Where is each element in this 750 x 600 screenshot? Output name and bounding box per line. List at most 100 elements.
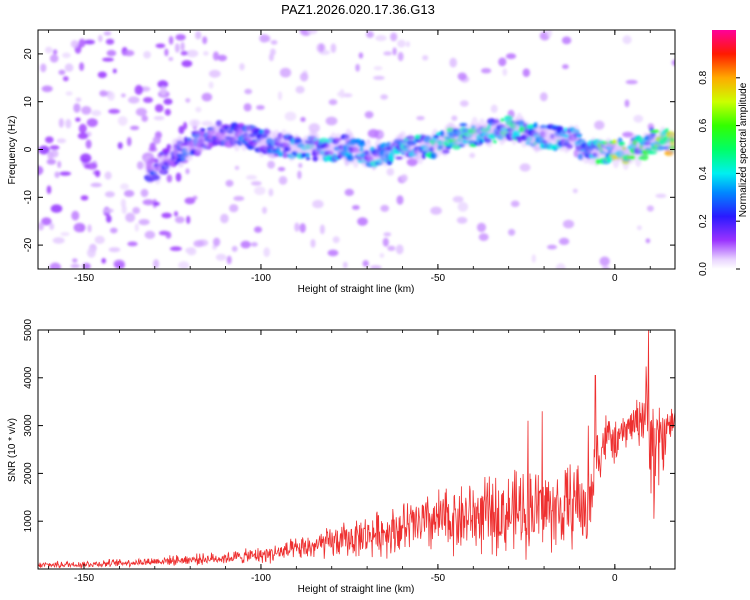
spectrogram-noise-cell [103,31,112,36]
spectrogram-noise-cell [422,55,429,61]
spectrogram-noise-cell [294,222,300,232]
spectrogram-noise-cell [231,245,238,252]
spectrogram-noise-cell [70,40,79,49]
colorbar-tick-label: 0.0 [698,262,709,276]
spectrogram-noise-cell [459,100,469,107]
spectrogram-noise-cell [226,255,232,265]
spectrogram-noise-cell [65,91,73,96]
snr-axes: -150 -100 -50 0 1000 2000 3000 4000 5000 [23,318,675,584]
spectrogram-noise-cell [153,259,160,269]
spectrogram-noise-cell [430,206,442,215]
y-tick-label: -20 [23,237,34,252]
spectrogram-noise-cell [508,228,516,236]
spectrogram-noise-cell [73,103,81,113]
spectrogram-noise-cell [110,227,118,234]
spectrogram-noise-cell [220,213,229,224]
spectrogram-noise-cell [149,142,156,151]
spectrogram-noise-cell [157,80,169,89]
spectrogram-noise-cell [180,50,188,56]
spectrogram-noise-cell [107,91,115,101]
spectrogram-noise-cell [49,262,61,269]
spectrogram-noise-cell [59,171,72,176]
spectrogram-noise-cell [75,97,82,103]
spectrogram-noise-cell [519,163,531,172]
spectrogram-noise-cell [62,76,69,82]
spectrogram-noise-cell [195,31,202,40]
y-tick-label: 3000 [23,414,34,437]
spectrogram-noise-cell [319,224,325,235]
spectrogram-noise-cell [267,160,275,169]
spectrogram-noise-cell [633,114,644,123]
spectrogram-noise-cell [106,49,117,57]
spectrogram-ridge-cell [532,122,538,129]
spectrogram-noise-cell [451,115,458,121]
spectrogram-noise-cell [86,118,98,127]
spectrogram-noise-cell [625,79,638,85]
spectrogram-noise-cell [476,222,487,233]
spectrogram-noise-cell [546,30,552,38]
snr-x-axis-label: Height of straight line (km) [298,584,415,595]
spectrogram-noise-cell [127,241,138,247]
spectrogram-noise-cell [531,254,536,263]
spectrogram-noise-cell [175,34,186,41]
spectrogram-noise-cell [572,188,578,194]
spectrogram-noise-cell [144,230,156,239]
spectrogram-ridge-cell [492,139,497,144]
spectrogram-noise-cell [64,63,74,72]
spectrogram-noise-cell [213,237,221,247]
spectrogram-noise-cell [380,204,390,212]
spectrogram-noise-cell [369,265,382,269]
spectrogram-noise-cell [70,263,80,269]
spectrogram-noise-cell [85,139,92,149]
spectrogram-ridge-cell [395,156,403,160]
spectrogram-noise-cell [174,216,185,224]
spectrogram-noise-cell [143,51,152,59]
spectrogram-noise-cell [80,195,89,201]
spectrogram-noise-cell [397,39,406,48]
spectrogram-noise-cell [562,64,569,70]
spectrogram-noise-cell [101,258,106,264]
spectrogram-noise-cell [225,179,234,187]
spectrogram-noise-cell [243,103,252,112]
colorbar-label: Normalized spectral amplitude [738,82,749,217]
spectrogram-noise-cell [49,54,59,63]
spectrogram-noise-cell [240,240,251,249]
spectrogram-noise-cell [186,215,191,224]
spectrogram-noise-cell [80,153,92,163]
spectrogram-halo-cell [668,131,675,154]
spectrogram-noise-cell [601,266,610,269]
spectrogram-noise-cell [203,51,209,56]
spectrogram-noise-cell [195,106,202,113]
spectrogram-noise-cell [498,57,507,67]
spectrogram-noise-cell [300,117,306,122]
spectrogram-noise-cell [104,171,112,180]
spectrogram-noise-cell [364,111,374,119]
spectrogram-noise-cell [185,98,191,103]
spectrogram-noise-cell [49,145,60,151]
spectrogram-ridge-cell [629,155,636,160]
spectrogram-noise-cell [123,190,135,197]
spectrogram-noise-cell [342,93,353,98]
spectrogram-noise-cell [263,247,271,258]
colorbar: 0.0 0.2 0.4 0.6 0.8 Normalized spectral ampl… [698,30,749,276]
spectrogram-ridge-cell [312,155,319,162]
spectrogram-noise-cell [178,125,185,135]
spectrogram-noise-cell [239,63,245,71]
y-tick-label: 10 [23,96,34,108]
spectrogram-noise-cell [478,233,489,242]
spectrogram-noise-cell [250,242,258,247]
snr-plot: -150 -100 -50 0 1000 2000 3000 4000 5000 Height … [7,318,676,595]
spectrogram-noise-cell [108,108,120,114]
spectrogram-noise-cell [168,57,174,61]
spectrogram-noise-cell [254,226,262,233]
spectrogram-noise-cell [382,237,389,247]
spectrogram-noise-cell [264,35,271,42]
spectrogram-noise-cell [217,54,227,62]
spectrogram-noise-cell [380,94,388,100]
spectrogram-noise-cell [299,72,309,82]
spectrogram-noise-cell [141,115,148,122]
spectrogram-noise-cell [328,99,338,106]
x-tick-label: -100 [251,273,271,284]
spectrogram-noise-cell [502,68,508,76]
